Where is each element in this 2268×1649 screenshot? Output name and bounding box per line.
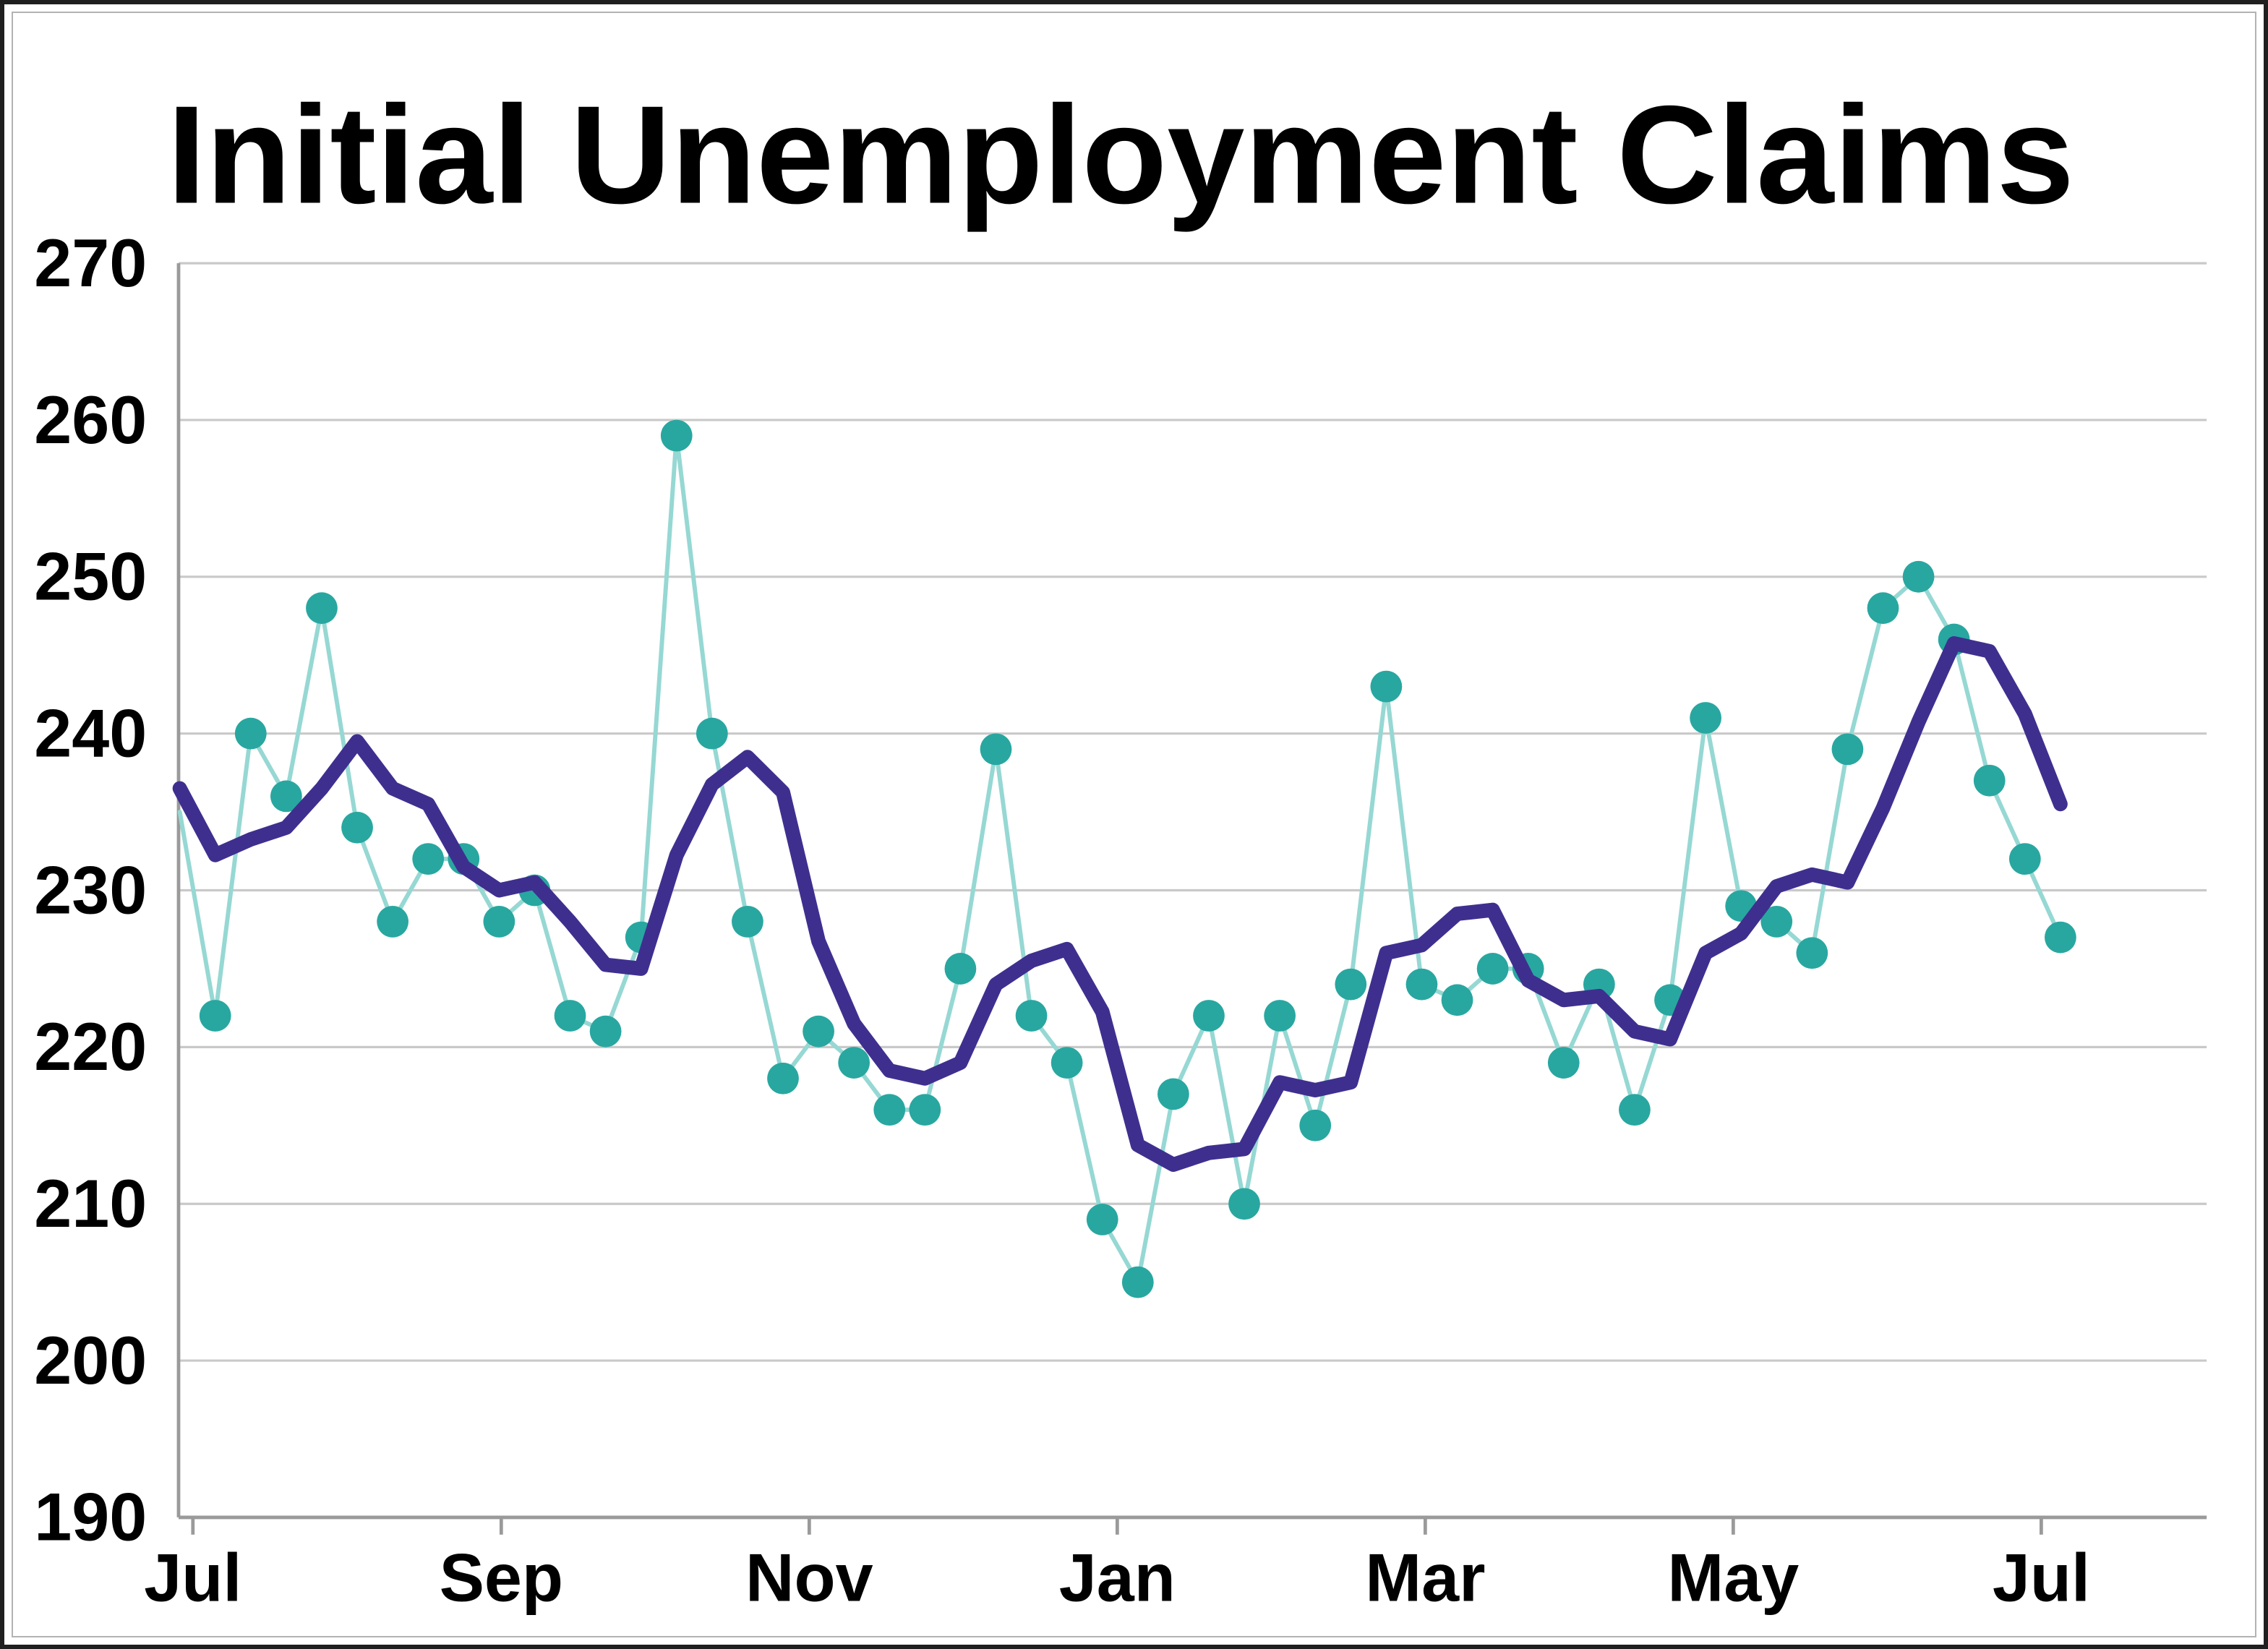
moving-average-line — [172, 636, 2068, 1172]
weekly-claims-marker — [1441, 984, 1473, 1016]
weekly-claims-marker — [803, 1015, 834, 1048]
weekly-claims-marker — [1015, 1000, 1048, 1032]
weekly-claims-marker — [944, 953, 977, 985]
chart-title: Initial Unemployment Claims — [167, 77, 2074, 233]
weekly-claims-marker — [980, 733, 1012, 766]
weekly-claims-marker — [1760, 906, 1793, 938]
weekly-claims-marker — [767, 1062, 799, 1095]
x-axis-labels: Jul Sep Nov Jan Mar May Jul — [144, 1517, 2090, 1615]
x-tick-label: Jul — [144, 1539, 241, 1615]
weekly-claims-marker — [838, 1047, 870, 1079]
weekly-claims-marker — [1264, 1000, 1296, 1032]
weekly-claims-marker — [1796, 937, 1828, 969]
weekly-claims-marker — [1690, 702, 1721, 734]
weekly-claims-marker — [2008, 843, 2041, 875]
weekly-claims-marker — [1831, 733, 1864, 766]
axes — [176, 263, 2207, 1520]
x-tick-label: Nov — [745, 1539, 873, 1615]
y-tick-label: 270 — [34, 225, 147, 301]
weekly-claims-marker — [696, 717, 728, 750]
weekly-claims-marker — [1867, 592, 1899, 625]
weekly-claims-marker — [589, 1015, 622, 1048]
weekly-claims-marker — [873, 1094, 906, 1126]
weekly-claims-marker — [341, 811, 373, 844]
weekly-claims-marker — [1086, 1204, 1118, 1235]
weekly-claims-marker — [1157, 1078, 1189, 1110]
unemployment-claims-chart: Initial Unemployment Claims 190 200 210 220… — [34, 77, 2207, 1615]
y-tick-label: 230 — [34, 852, 147, 928]
weekly-claims-marker — [1050, 1047, 1083, 1079]
weekly-claims-marker — [1193, 1000, 1225, 1032]
weekly-claims-marker — [2045, 921, 2076, 954]
weekly-claims-marker — [909, 1094, 941, 1126]
y-axis-labels: 190 200 210 220 230 240 250 260 270 — [34, 225, 147, 1555]
y-tick-label: 220 — [34, 1008, 147, 1084]
y-tick-label: 260 — [34, 382, 147, 458]
x-tick-label: Jan — [1059, 1539, 1176, 1615]
y-tick-label: 250 — [34, 539, 147, 614]
weekly-claims-marker — [412, 843, 445, 875]
weekly-claims-marker — [1619, 1094, 1651, 1126]
weekly-claims-marker — [1547, 1047, 1580, 1079]
y-tick-label: 210 — [34, 1165, 147, 1241]
y-tick-label: 190 — [34, 1479, 147, 1555]
weekly-claims-marker — [199, 1000, 231, 1032]
weekly-claims-marker — [1405, 968, 1438, 1001]
weekly-claims-marker — [1973, 764, 2006, 797]
weekly-claims-marker — [1121, 1266, 1154, 1298]
weekly-claims-marker — [234, 717, 267, 750]
weekly-claims-marker — [483, 906, 515, 938]
y-tick-label: 200 — [34, 1322, 147, 1398]
weekly-claims-marker — [554, 1000, 586, 1032]
weekly-claims-marker — [1370, 670, 1403, 703]
x-tick-label: Jul — [1993, 1539, 2090, 1615]
weekly-claims-marker — [306, 592, 338, 625]
weekly-claims-marker — [270, 780, 302, 813]
weekly-claims-marker — [732, 906, 763, 938]
x-tick-label: Sep — [440, 1539, 563, 1615]
weekly-claims-marker — [1335, 968, 1367, 1001]
x-tick-label: May — [1667, 1539, 1799, 1615]
weekly-claims-marker — [1299, 1109, 1332, 1142]
weekly-claims-marker — [377, 906, 409, 938]
y-tick-label: 240 — [34, 695, 147, 771]
data-series — [172, 419, 2076, 1298]
weekly-claims-marker — [1902, 560, 1935, 593]
weekly-claims-marker — [1476, 953, 1509, 985]
weekly-claims-marker — [660, 419, 693, 452]
x-tick-label: Mar — [1365, 1539, 1485, 1615]
weekly-claims-marker — [1228, 1188, 1260, 1220]
